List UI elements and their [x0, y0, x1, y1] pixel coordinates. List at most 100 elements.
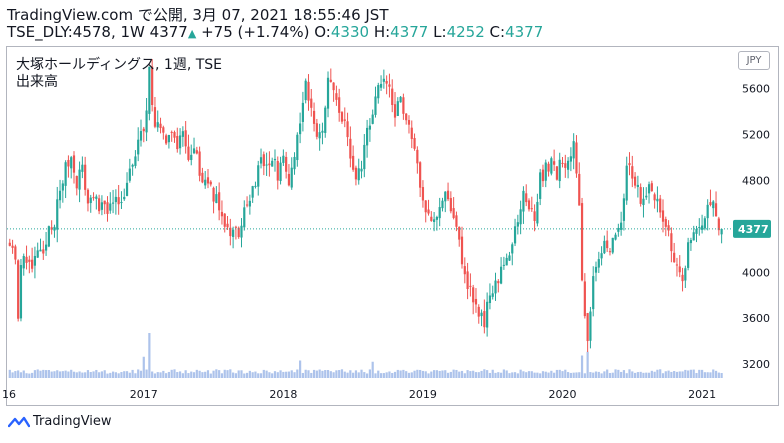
candle-body [405, 113, 408, 121]
volume-bar [720, 373, 723, 378]
volume-bar [128, 372, 131, 378]
volume-bar [371, 361, 374, 378]
last-price-marker: 4377 [7, 219, 771, 238]
candle-body [72, 155, 76, 173]
candle-body [259, 157, 263, 164]
candle-body [673, 252, 676, 263]
volume-bar [64, 370, 67, 378]
volume-bar [446, 372, 450, 378]
chart-frame[interactable] [6, 46, 779, 406]
candle-body [209, 181, 212, 185]
candle-body [499, 266, 503, 284]
volume-bar [156, 372, 159, 378]
volume-bar [335, 370, 338, 378]
volume-bar [533, 372, 536, 378]
candle-body [128, 168, 131, 181]
volume-bar [173, 369, 176, 378]
volume-bar [611, 372, 614, 378]
volume-bar [89, 371, 92, 378]
candle-body [318, 132, 321, 139]
candle-body [653, 194, 656, 201]
candle-body [156, 122, 159, 128]
volume-bar [304, 369, 307, 378]
candle-body [25, 256, 28, 263]
volume-bar [675, 371, 679, 378]
last-price-tag [733, 219, 771, 238]
price-tick-label: 4800 [742, 174, 770, 187]
volume-bar [703, 372, 706, 378]
candle-body [427, 209, 430, 214]
candle-body [419, 162, 422, 188]
candle-body [243, 207, 246, 228]
candle-body [131, 164, 134, 167]
volume-bar [544, 371, 547, 378]
volume-bar [22, 370, 25, 378]
candle-body [628, 163, 631, 166]
volume-bar [714, 370, 718, 378]
candlesticks [8, 59, 723, 353]
candle-body [611, 237, 614, 253]
volume-bar [684, 369, 687, 378]
candle-body [265, 164, 268, 166]
candle-body [273, 158, 277, 161]
candle-body [315, 123, 318, 137]
volume-bar [33, 370, 37, 378]
volume-bar [463, 373, 466, 378]
volume-bar [19, 372, 23, 378]
candle-body [572, 141, 575, 159]
candle-body [299, 123, 302, 135]
volume-bar [592, 372, 595, 378]
volume-bar [449, 371, 452, 378]
open-label: O: [314, 23, 331, 41]
candle-body [371, 114, 374, 124]
volume-bar [673, 371, 676, 378]
volume-bar [285, 371, 288, 378]
volume-bar [134, 373, 137, 378]
volume-bar [645, 372, 648, 378]
volume-bar [594, 371, 598, 378]
candle-body [215, 194, 218, 204]
volume-bar [212, 370, 215, 378]
volume-bar [561, 371, 564, 378]
volume-bar [100, 371, 104, 378]
volume-bar [271, 373, 274, 378]
candle-body [201, 172, 204, 183]
candle-body [692, 232, 695, 241]
candle-body [541, 169, 545, 182]
volume-bar [56, 370, 59, 378]
volume-bar [218, 370, 221, 378]
volume-bar [382, 373, 385, 378]
volume-bar [659, 369, 662, 378]
volume-bar [262, 369, 265, 378]
candle-body [388, 84, 391, 87]
volume-bar [14, 371, 17, 378]
candle-body [58, 190, 62, 201]
candle-body [670, 233, 673, 252]
candle-body [100, 202, 104, 210]
volume-bar [636, 372, 639, 378]
candle-body [335, 93, 338, 100]
candle-body [536, 201, 539, 224]
candle-body [689, 240, 693, 244]
candle-body [78, 169, 81, 190]
currency-badge[interactable]: JPY [738, 51, 770, 70]
series-title: 大塚ホールディングス, 1週, TSE [16, 57, 223, 73]
candle-body [594, 266, 598, 273]
candle-body [354, 167, 358, 180]
volume-bar [569, 372, 572, 378]
candle-body [53, 226, 56, 231]
volume-bar [480, 370, 483, 378]
volume-bar [273, 371, 277, 378]
candle-body [33, 255, 37, 266]
volume-bar [631, 371, 634, 378]
volume-bar [223, 369, 226, 378]
candle-body [647, 184, 651, 194]
volume-bar [419, 369, 422, 378]
candle-body [226, 223, 229, 228]
candle-body [374, 96, 377, 115]
footer-brand[interactable]: TradingView [7, 414, 112, 429]
candle-body [36, 250, 39, 258]
volume-bar [245, 372, 249, 378]
candle-body [111, 202, 115, 204]
